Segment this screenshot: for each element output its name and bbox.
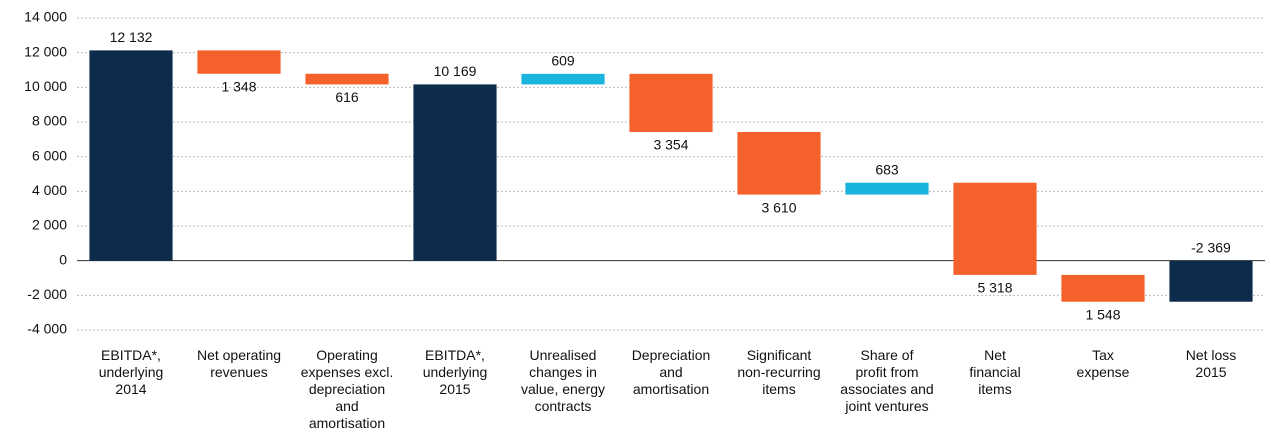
y-tick-label: 2 000 xyxy=(32,217,67,233)
bar xyxy=(845,182,929,195)
value-label: 609 xyxy=(551,53,575,69)
bar xyxy=(413,84,497,261)
x-tick-label: Net loss 2015 xyxy=(1185,347,1237,380)
value-label: 10 169 xyxy=(434,63,477,79)
value-label: 1 348 xyxy=(221,78,256,94)
bar xyxy=(629,73,713,132)
value-label: 1 548 xyxy=(1085,306,1120,322)
x-tick-label: Depreciation and amortisation xyxy=(631,347,711,397)
y-tick-label: 6 000 xyxy=(32,147,67,163)
y-tick-label: 12 000 xyxy=(24,43,67,59)
x-tick-label: EBITDA*, underlying 2015 xyxy=(422,347,488,397)
value-label: 683 xyxy=(875,161,899,177)
x-tick-label: Tax expense xyxy=(1076,347,1130,380)
y-tick-label: 10 000 xyxy=(24,78,67,94)
x-tick-label: Unrealised changes in value, energy cont… xyxy=(520,347,606,414)
y-tick-label: 14 000 xyxy=(24,9,67,25)
value-label: 12 132 xyxy=(110,29,153,45)
bar xyxy=(305,73,389,85)
x-tick-label: Significant non-recurring items xyxy=(737,347,821,397)
bar xyxy=(737,131,821,195)
value-label: 3 354 xyxy=(653,137,688,153)
value-label: 3 610 xyxy=(761,199,796,215)
bar xyxy=(197,50,281,74)
bar xyxy=(1169,260,1253,302)
x-tick-label: Net operating revenues xyxy=(196,347,282,380)
bar xyxy=(521,73,605,85)
y-tick-label: 8 000 xyxy=(32,113,67,129)
y-tick-label: -4 000 xyxy=(27,321,67,337)
x-tick-label: EBITDA*, underlying 2014 xyxy=(98,347,164,397)
y-tick-label: 4 000 xyxy=(32,182,67,198)
bar xyxy=(1061,274,1145,302)
x-tick-label: Net financial items xyxy=(969,347,1021,397)
x-tick-label: Operating expenses excl. depreciation an… xyxy=(300,347,394,431)
bar xyxy=(953,182,1037,275)
x-tick-label: Share of profit from associates and join… xyxy=(840,347,934,414)
y-tick-label: 0 xyxy=(59,251,67,267)
value-label: 616 xyxy=(335,89,359,105)
value-label: 5 318 xyxy=(977,280,1012,296)
bar xyxy=(89,50,173,261)
y-tick-label: -2 000 xyxy=(27,286,67,302)
value-label: -2 369 xyxy=(1191,239,1231,255)
